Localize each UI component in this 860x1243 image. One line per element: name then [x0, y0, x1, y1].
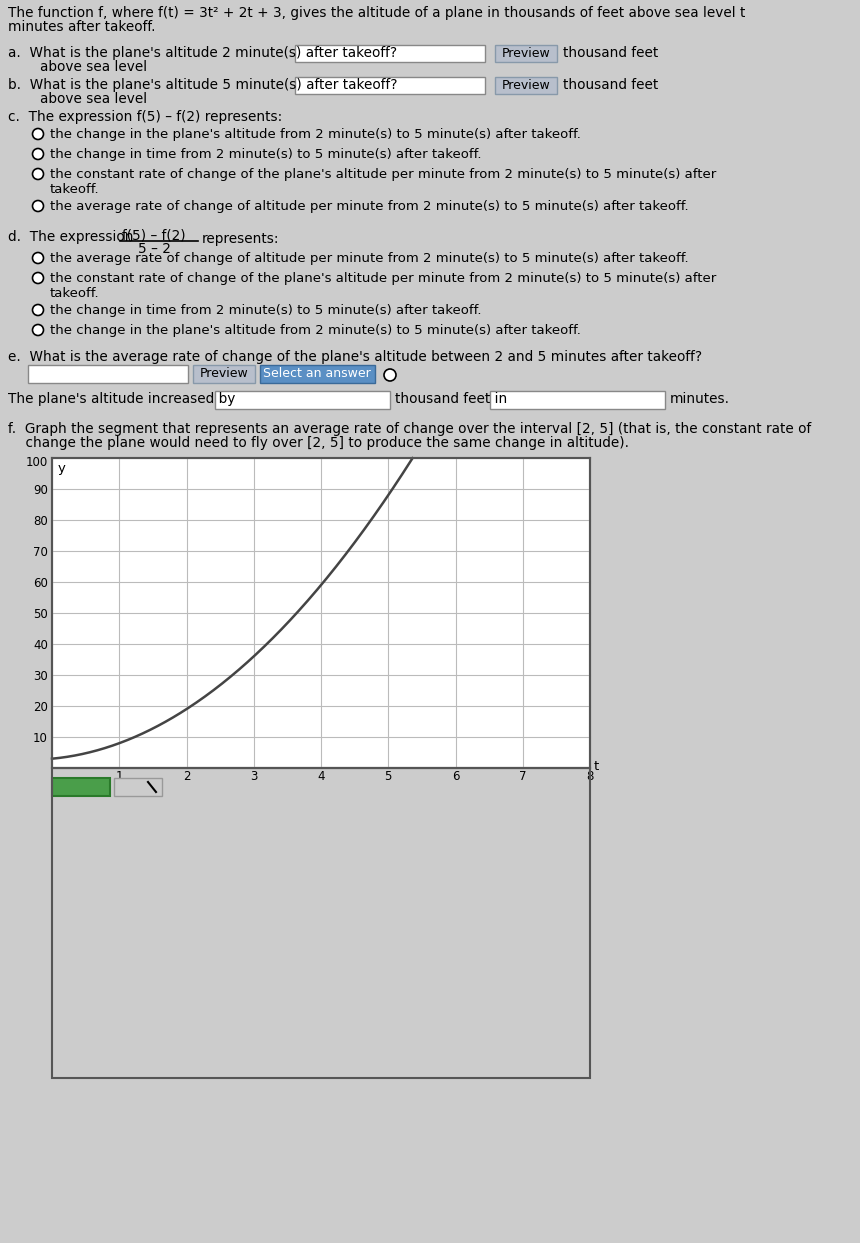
- Text: 10: 10: [34, 732, 48, 745]
- Text: t: t: [594, 759, 599, 773]
- Bar: [295, 45, 485, 62]
- Text: f.  Graph the segment that represents an average rate of change over the interva: f. Graph the segment that represents an …: [8, 423, 811, 436]
- Text: Draw: Draw: [122, 781, 154, 793]
- Text: 70: 70: [34, 546, 48, 559]
- Text: 40: 40: [34, 639, 48, 653]
- Text: 20: 20: [34, 701, 48, 713]
- Text: The plane's altitude increased by: The plane's altitude increased by: [8, 392, 236, 406]
- Text: Select an answer: Select an answer: [263, 367, 371, 380]
- Text: above sea level: above sea level: [40, 60, 147, 75]
- Circle shape: [33, 200, 44, 211]
- Text: the change in time from 2 minute(s) to 5 minute(s) after takeoff.: the change in time from 2 minute(s) to 5…: [50, 305, 482, 317]
- Text: 80: 80: [34, 515, 48, 528]
- Text: the constant rate of change of the plane's altitude per minute from 2 minute(s) : the constant rate of change of the plane…: [50, 272, 716, 300]
- Text: Preview: Preview: [501, 47, 550, 60]
- Text: 90: 90: [34, 484, 48, 497]
- Circle shape: [33, 252, 44, 264]
- Text: 60: 60: [34, 577, 48, 590]
- Text: 1: 1: [115, 769, 123, 783]
- Text: a.  What is the plane's altitude 2 minute(s) after takeoff?: a. What is the plane's altitude 2 minute…: [8, 46, 397, 60]
- Text: Preview: Preview: [501, 80, 550, 92]
- Text: e.  What is the average rate of change of the plane's altitude between 2 and 5 m: e. What is the average rate of change of…: [8, 351, 702, 364]
- Bar: [52, 768, 590, 1078]
- Text: c.  The expression f(5) – f(2) represents:: c. The expression f(5) – f(2) represents…: [8, 109, 282, 124]
- Text: 30: 30: [34, 670, 48, 682]
- Circle shape: [33, 169, 44, 179]
- Text: b.  What is the plane's altitude 5 minute(s) after takeoff?: b. What is the plane's altitude 5 minute…: [8, 78, 397, 92]
- Text: the change in the plane's altitude from 2 minute(s) to 5 minute(s) after takeoff: the change in the plane's altitude from …: [50, 324, 580, 337]
- Bar: [52, 457, 590, 768]
- Bar: [114, 778, 162, 796]
- Text: thousand feet: thousand feet: [563, 46, 658, 60]
- Text: minutes.: minutes.: [670, 392, 730, 406]
- Text: 3: 3: [250, 769, 257, 783]
- Bar: [495, 77, 557, 94]
- Text: represents:: represents:: [202, 232, 280, 246]
- Text: 4: 4: [317, 769, 325, 783]
- Circle shape: [33, 128, 44, 139]
- Text: d.  The expression: d. The expression: [8, 230, 133, 244]
- Text: 5: 5: [384, 769, 392, 783]
- Bar: [295, 77, 485, 94]
- Text: Clear All: Clear All: [52, 781, 110, 793]
- Text: Preview: Preview: [200, 367, 249, 380]
- Bar: [52, 778, 110, 796]
- Text: minutes after takeoff.: minutes after takeoff.: [8, 20, 156, 34]
- Text: the average rate of change of altitude per minute from 2 minute(s) to 5 minute(s: the average rate of change of altitude p…: [50, 200, 689, 213]
- Text: thousand feet in: thousand feet in: [395, 392, 507, 406]
- Circle shape: [33, 272, 44, 283]
- Text: above sea level: above sea level: [40, 92, 147, 106]
- Text: 2: 2: [182, 769, 190, 783]
- Circle shape: [33, 305, 44, 316]
- Text: The function f, where f(t) = 3t² + 2t + 3, gives the altitude of a plane in thou: The function f, where f(t) = 3t² + 2t + …: [8, 6, 746, 20]
- Text: the constant rate of change of the plane's altitude per minute from 2 minute(s) : the constant rate of change of the plane…: [50, 168, 716, 196]
- Bar: [28, 365, 188, 383]
- Bar: [260, 365, 375, 383]
- Bar: [490, 392, 665, 409]
- Text: 50: 50: [34, 608, 48, 622]
- Text: 5 – 2: 5 – 2: [138, 242, 171, 256]
- Text: y: y: [58, 462, 66, 475]
- Text: change the plane would need to fly over [2, 5] to produce the same change in alt: change the plane would need to fly over …: [8, 436, 629, 450]
- Bar: [495, 45, 557, 62]
- Text: the change in time from 2 minute(s) to 5 minute(s) after takeoff.: the change in time from 2 minute(s) to 5…: [50, 148, 482, 162]
- Bar: [193, 365, 255, 383]
- Bar: [215, 392, 390, 409]
- Text: 6: 6: [452, 769, 459, 783]
- Text: 7: 7: [519, 769, 526, 783]
- Circle shape: [33, 148, 44, 159]
- Text: f(5) – f(2): f(5) – f(2): [122, 227, 186, 242]
- Text: the change in the plane's altitude from 2 minute(s) to 5 minute(s) after takeoff: the change in the plane's altitude from …: [50, 128, 580, 140]
- Circle shape: [384, 369, 396, 382]
- Text: 8: 8: [587, 769, 593, 783]
- Text: 100: 100: [26, 456, 48, 469]
- Text: the average rate of change of altitude per minute from 2 minute(s) to 5 minute(s: the average rate of change of altitude p…: [50, 252, 689, 265]
- Circle shape: [33, 324, 44, 336]
- Text: thousand feet: thousand feet: [563, 78, 658, 92]
